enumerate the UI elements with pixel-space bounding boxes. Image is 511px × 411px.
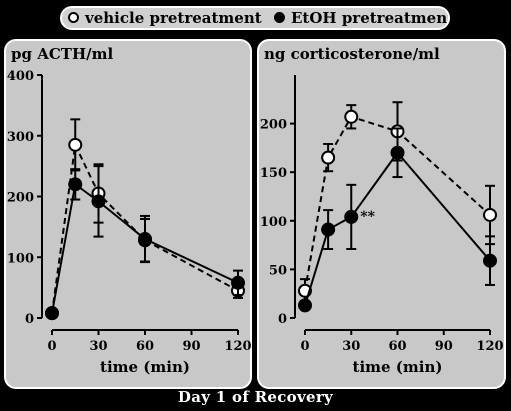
y-tick-label: 50 <box>269 263 287 278</box>
y-tick-label: 200 <box>7 191 34 206</box>
data-point-filled <box>344 209 359 224</box>
legend: vehicle pretreatment EtOH pretreatment <box>60 6 450 30</box>
data-point-filled <box>231 275 245 290</box>
x-tick-label: 90 <box>182 339 200 354</box>
data-point-filled <box>45 306 59 321</box>
legend-item-etoh: EtOH pretreatment <box>272 8 450 28</box>
x-axis-label: time (min) <box>353 358 443 376</box>
x-tick-label: 0 <box>47 339 56 354</box>
x-tick-label: 30 <box>342 339 360 354</box>
data-point-open <box>344 109 359 124</box>
filled-circle-icon <box>274 12 285 23</box>
legend-item-vehicle: vehicle pretreatment <box>66 8 262 28</box>
x-tick-label: 120 <box>476 339 503 354</box>
chart-title-acth: pg ACTH/ml <box>11 45 114 63</box>
y-tick-label: 100 <box>260 215 287 230</box>
x-tick-label: 0 <box>300 339 309 354</box>
x-tick-label: 60 <box>136 339 154 354</box>
y-tick-label: 200 <box>260 118 287 133</box>
chart-title-corticosterone: ng corticosterone/ml <box>264 45 440 63</box>
y-tick-label: 0 <box>278 312 287 327</box>
legend-label-vehicle: vehicle pretreatment <box>85 9 262 27</box>
x-tick-label: 90 <box>435 339 453 354</box>
legend-label-etoh: EtOH pretreatment <box>291 9 450 27</box>
y-tick-label: 150 <box>260 166 287 181</box>
data-point-filled <box>138 232 152 247</box>
significance-annotation: ** <box>360 209 375 225</box>
open-circle-icon <box>68 12 79 23</box>
x-tick-label: 60 <box>388 339 406 354</box>
data-point-open <box>321 150 336 165</box>
data-point-filled <box>298 298 312 313</box>
data-point-filled <box>91 194 106 209</box>
x-tick-label: 120 <box>224 339 251 354</box>
data-point-filled <box>321 222 336 237</box>
data-point-filled <box>390 145 405 160</box>
data-point-open <box>68 137 83 152</box>
y-tick-label: 100 <box>7 251 34 266</box>
data-point-open <box>483 207 497 222</box>
data-point-filled <box>68 177 83 192</box>
x-tick-label: 30 <box>89 339 107 354</box>
y-tick-label: 400 <box>7 69 34 84</box>
y-tick-label: 300 <box>7 130 34 145</box>
data-point-filled <box>483 253 497 268</box>
y-tick-label: 0 <box>25 312 34 327</box>
figure-caption: Day 1 of Recovery <box>177 388 334 406</box>
x-axis-label: time (min) <box>100 358 190 376</box>
